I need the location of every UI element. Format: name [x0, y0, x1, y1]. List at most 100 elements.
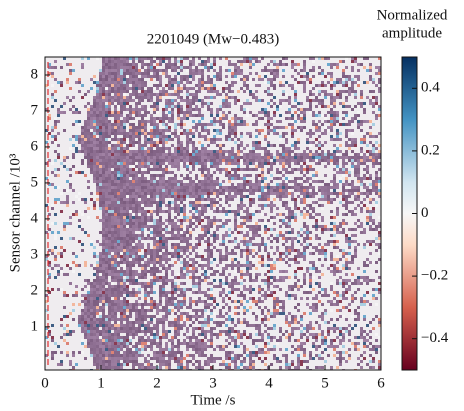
texture-cell [108, 201, 111, 204]
texture-cell [360, 282, 363, 285]
texture-cell [306, 204, 309, 207]
texture-cell [96, 261, 99, 264]
texture-cell [249, 192, 252, 195]
texture-cell [339, 60, 342, 63]
texture-cell [183, 66, 186, 69]
texture-cell [372, 123, 375, 126]
texture-cell [303, 216, 306, 219]
texture-cell [309, 183, 312, 186]
texture-cell [138, 219, 141, 222]
texture-cell [60, 237, 63, 240]
texture-cell [90, 153, 93, 156]
texture-cell [108, 141, 111, 144]
texture-cell [165, 255, 168, 258]
texture-cell [51, 288, 54, 291]
texture-cell [261, 156, 264, 159]
texture-cell [375, 114, 378, 117]
texture-cell [345, 183, 348, 186]
texture-cell [345, 162, 348, 165]
texture-cell [177, 225, 180, 228]
texture-cell [81, 294, 84, 297]
texture-cell [150, 255, 153, 258]
texture-cell [300, 213, 303, 216]
texture-cell [270, 105, 273, 108]
texture-cell [201, 159, 204, 162]
texture-cell [321, 192, 324, 195]
texture-cell [309, 282, 312, 285]
texture-cell [162, 189, 165, 192]
texture-cell [237, 102, 240, 105]
texture-cell [318, 213, 321, 216]
texture-cell [222, 243, 225, 246]
texture-cell [159, 186, 162, 189]
texture-cell [123, 135, 126, 138]
texture-cell [135, 189, 138, 192]
texture-cell [219, 123, 222, 126]
texture-cell [165, 141, 168, 144]
texture-cell [213, 219, 216, 222]
texture-cell [111, 198, 114, 201]
texture-cell [225, 213, 228, 216]
texture-cell [222, 99, 225, 102]
texture-cell [99, 99, 102, 102]
texture-cell [102, 273, 105, 276]
texture-cell [93, 153, 96, 156]
texture-cell [240, 195, 243, 198]
texture-cell [285, 294, 288, 297]
texture-cell [132, 261, 135, 264]
texture-cell [54, 123, 57, 126]
texture-cell [126, 231, 129, 234]
texture-cell [123, 207, 126, 210]
texture-cell [357, 192, 360, 195]
texture-cell [156, 87, 159, 90]
texture-cell [243, 102, 246, 105]
texture-cell [111, 207, 114, 210]
texture-cell [228, 228, 231, 231]
texture-cell [135, 93, 138, 96]
texture-cell [108, 72, 111, 75]
texture-cell [189, 192, 192, 195]
texture-cell [186, 288, 189, 291]
texture-cell [96, 279, 99, 282]
texture-cell [177, 252, 180, 255]
texture-cell [144, 177, 147, 180]
texture-cell [255, 156, 258, 159]
texture-cell [354, 198, 357, 201]
texture-cell [270, 69, 273, 72]
texture-cell [189, 219, 192, 222]
texture-cell [174, 195, 177, 198]
texture-cell [102, 105, 105, 108]
texture-cell [234, 252, 237, 255]
texture-cell [168, 105, 171, 108]
texture-cell [375, 204, 378, 207]
texture-cell [201, 195, 204, 198]
texture-cell [138, 78, 141, 81]
texture-cell [294, 147, 297, 150]
texture-cell [162, 228, 165, 231]
texture-cell [171, 99, 174, 102]
texture-cell [177, 258, 180, 261]
texture-cell [132, 111, 135, 114]
texture-cell [144, 291, 147, 294]
texture-cell [84, 135, 87, 138]
texture-cell [288, 276, 291, 279]
texture-cell [309, 144, 312, 147]
texture-cell [282, 276, 285, 279]
texture-cell [318, 162, 321, 165]
texture-cell [222, 267, 225, 270]
texture-cell [159, 291, 162, 294]
texture-cell [291, 192, 294, 195]
texture-cell [327, 156, 330, 159]
texture-cell [363, 192, 366, 195]
texture-cell [144, 159, 147, 162]
texture-cell [132, 138, 135, 141]
texture-cell [147, 234, 150, 237]
texture-cell [147, 132, 150, 135]
texture-cell [354, 165, 357, 168]
texture-cell [261, 180, 264, 183]
texture-cell [219, 186, 222, 189]
texture-cell [270, 228, 273, 231]
texture-cell [222, 264, 225, 267]
texture-cell [174, 252, 177, 255]
texture-cell [105, 237, 108, 240]
